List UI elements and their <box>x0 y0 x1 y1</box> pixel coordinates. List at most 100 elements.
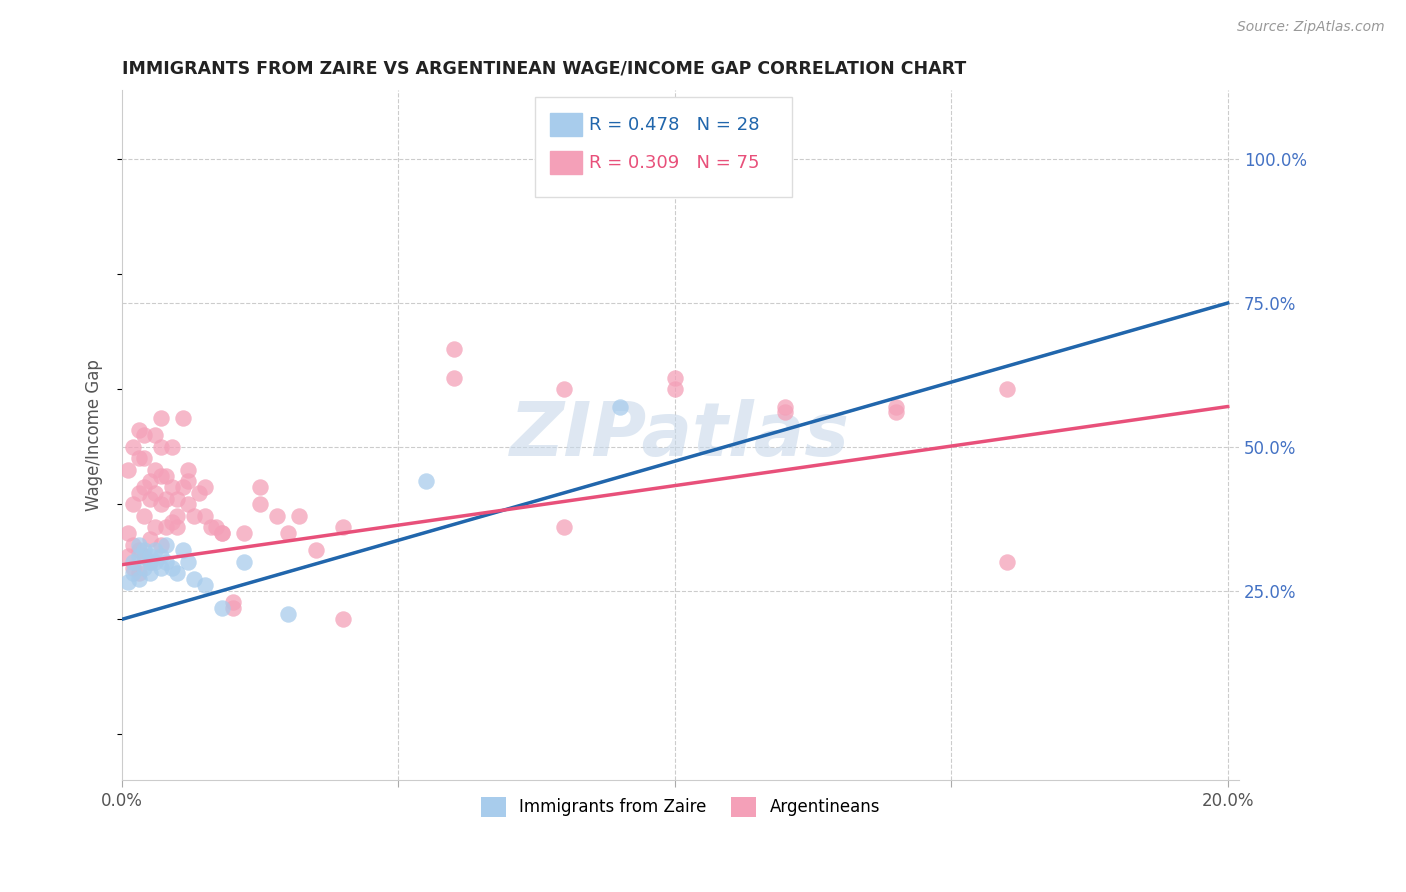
Legend: Immigrants from Zaire, Argentineans: Immigrants from Zaire, Argentineans <box>474 790 887 823</box>
Point <box>117 574 139 589</box>
Point <box>149 497 172 511</box>
Point <box>232 526 254 541</box>
Point <box>117 463 139 477</box>
Point <box>172 480 194 494</box>
Text: R = 0.309   N = 75: R = 0.309 N = 75 <box>589 153 759 172</box>
Point <box>143 555 166 569</box>
Text: Source: ZipAtlas.com: Source: ZipAtlas.com <box>1237 20 1385 34</box>
Point <box>415 475 437 489</box>
Point <box>117 549 139 563</box>
Point <box>122 497 145 511</box>
FancyBboxPatch shape <box>550 151 582 175</box>
Point <box>128 451 150 466</box>
Point <box>443 371 465 385</box>
Point <box>266 508 288 523</box>
Point <box>155 520 177 534</box>
Point <box>249 497 271 511</box>
Point <box>775 405 797 419</box>
Point <box>884 400 907 414</box>
Point <box>143 428 166 442</box>
Point <box>149 468 172 483</box>
Point <box>134 549 156 563</box>
Point <box>134 543 156 558</box>
Point <box>553 382 575 396</box>
Point <box>166 508 188 523</box>
Point <box>188 485 211 500</box>
Point <box>166 491 188 506</box>
Point <box>609 400 631 414</box>
Point <box>332 612 354 626</box>
Point <box>134 480 156 494</box>
Point <box>143 485 166 500</box>
Point <box>128 485 150 500</box>
Point <box>194 508 217 523</box>
Point <box>138 566 160 581</box>
Y-axis label: Wage/Income Gap: Wage/Income Gap <box>86 359 103 511</box>
Point <box>122 560 145 574</box>
Point <box>128 543 150 558</box>
Point <box>134 508 156 523</box>
Point <box>277 526 299 541</box>
Point <box>172 543 194 558</box>
Point <box>177 475 200 489</box>
FancyBboxPatch shape <box>536 97 792 197</box>
Point <box>149 440 172 454</box>
Point <box>995 555 1018 569</box>
Point <box>172 411 194 425</box>
Point <box>128 549 150 563</box>
Point <box>128 572 150 586</box>
Point <box>122 440 145 454</box>
Point <box>138 532 160 546</box>
Point <box>122 537 145 551</box>
Point <box>122 555 145 569</box>
Point <box>155 468 177 483</box>
Point <box>177 463 200 477</box>
Point <box>128 566 150 581</box>
Point <box>443 342 465 356</box>
Point <box>221 595 243 609</box>
Point <box>138 475 160 489</box>
Point <box>166 520 188 534</box>
Point <box>553 520 575 534</box>
Text: R = 0.478   N = 28: R = 0.478 N = 28 <box>589 116 759 134</box>
Point <box>149 560 172 574</box>
Point <box>183 508 205 523</box>
Point <box>149 537 172 551</box>
Point <box>664 382 686 396</box>
Point <box>160 480 183 494</box>
Point <box>249 480 271 494</box>
Point <box>134 451 156 466</box>
Point <box>138 549 160 563</box>
Point <box>155 491 177 506</box>
Point <box>138 555 160 569</box>
Point <box>143 543 166 558</box>
Point <box>277 607 299 621</box>
Point <box>143 463 166 477</box>
Point <box>128 537 150 551</box>
Point <box>117 526 139 541</box>
Point <box>134 560 156 574</box>
Point <box>194 480 217 494</box>
Point <box>211 526 233 541</box>
Text: IMMIGRANTS FROM ZAIRE VS ARGENTINEAN WAGE/INCOME GAP CORRELATION CHART: IMMIGRANTS FROM ZAIRE VS ARGENTINEAN WAG… <box>122 60 966 78</box>
Point <box>134 428 156 442</box>
Point <box>211 600 233 615</box>
Point <box>177 497 200 511</box>
Point <box>122 566 145 581</box>
Point <box>221 600 243 615</box>
Point <box>775 400 797 414</box>
Point <box>183 572 205 586</box>
Point <box>288 508 311 523</box>
Point <box>155 555 177 569</box>
Point <box>211 526 233 541</box>
Point <box>200 520 222 534</box>
Point <box>138 555 160 569</box>
Point <box>664 371 686 385</box>
Text: ZIPatlas: ZIPatlas <box>510 399 851 472</box>
Point <box>143 520 166 534</box>
Point <box>177 555 200 569</box>
Point <box>205 520 228 534</box>
Point <box>332 520 354 534</box>
Point <box>884 405 907 419</box>
Point <box>995 382 1018 396</box>
